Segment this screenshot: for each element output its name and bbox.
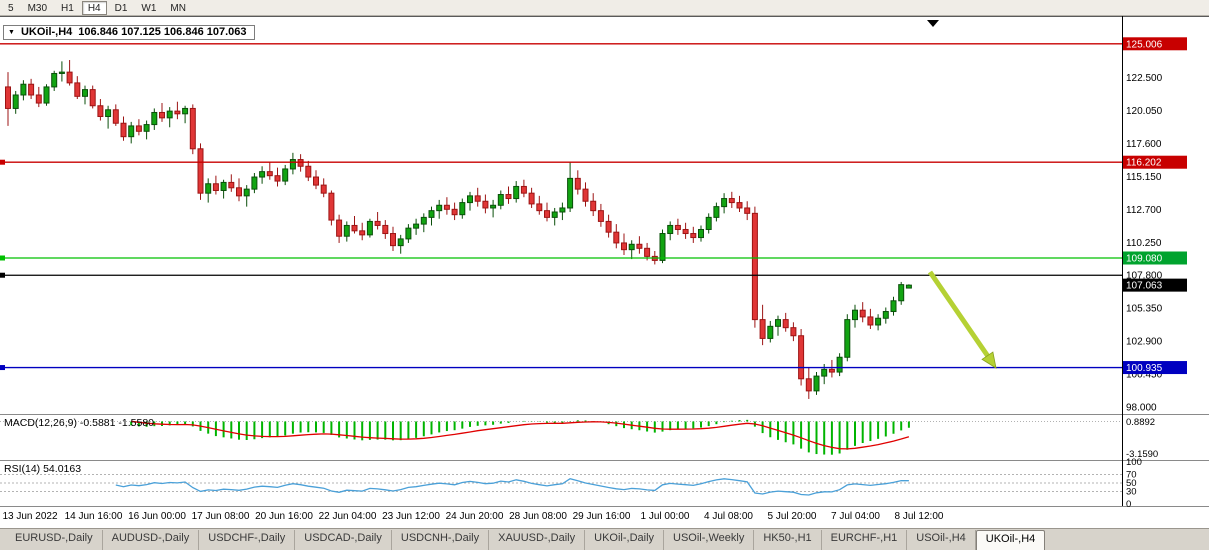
svg-text:122.500: 122.500	[1126, 73, 1163, 84]
chart-tab-usdchf-daily[interactable]: USDCHF-,Daily	[199, 530, 296, 550]
svg-text:102.900: 102.900	[1126, 337, 1163, 348]
chart-tab-xauusd-daily[interactable]: XAUUSD-,Daily	[489, 530, 586, 550]
panel-borders	[0, 16, 1209, 507]
svg-text:116.202: 116.202	[1126, 158, 1162, 169]
svg-text:MACD(12,26,9) -0.5881 -1.5580: MACD(12,26,9) -0.5881 -1.5580	[4, 417, 154, 429]
svg-text:0.8892: 0.8892	[1126, 417, 1155, 428]
timeframe-button-m30[interactable]: M30	[27, 2, 48, 14]
rsi-panel: RSI(14) 54.0163	[0, 463, 1122, 496]
chart-tab-eurusd-daily[interactable]: EURUSD-,Daily	[6, 530, 103, 550]
svg-text:20 Jun 16:00: 20 Jun 16:00	[255, 511, 313, 522]
svg-text:0: 0	[1126, 499, 1131, 510]
svg-text:29 Jun 16:00: 29 Jun 16:00	[573, 511, 631, 522]
svg-text:1 Jul 00:00: 1 Jul 00:00	[641, 511, 690, 522]
svg-text:22 Jun 04:00: 22 Jun 04:00	[319, 511, 377, 522]
chart-ohlc-values: 106.846 107.125 106.846 107.063	[78, 26, 247, 38]
svg-text:100.450: 100.450	[1126, 370, 1163, 381]
svg-text:105.350: 105.350	[1126, 304, 1163, 315]
svg-text:4 Jul 08:00: 4 Jul 08:00	[704, 511, 753, 522]
svg-text:125.006: 125.006	[1126, 39, 1163, 50]
svg-text:107.063: 107.063	[1126, 281, 1163, 292]
chart-symbol-label: UKOil-,H4	[20, 26, 73, 38]
svg-text:23 Jun 12:00: 23 Jun 12:00	[382, 511, 440, 522]
svg-text:14 Jun 16:00: 14 Jun 16:00	[65, 511, 123, 522]
chart-tab-eurchf-h1[interactable]: EURCHF-,H1	[822, 530, 908, 550]
svg-text:50: 50	[1126, 478, 1137, 489]
svg-text:100.935: 100.935	[1126, 363, 1163, 374]
svg-text:100: 100	[1126, 457, 1142, 468]
chart-tab-usoil-weekly[interactable]: USOil-,Weekly	[664, 530, 755, 550]
svg-text:120.050: 120.050	[1126, 106, 1163, 117]
svg-text:8 Jul 12:00: 8 Jul 12:00	[895, 511, 944, 522]
svg-text:7 Jul 04:00: 7 Jul 04:00	[831, 511, 880, 522]
timeframe-button-w1[interactable]: W1	[141, 2, 157, 14]
chart-area[interactable]: MACD(12,26,9) -0.5881 -1.5580 RSI(14) 54.…	[0, 16, 1209, 528]
time-axis[interactable]: 13 Jun 2022 14 Jun 16:00 16 Jun 00:00 17 Ju…	[2, 511, 943, 522]
timeframe-button-mn[interactable]: MN	[170, 2, 186, 14]
price-axis[interactable]: 122.500 120.050 117.600 115.150 112.700 110.2…	[1123, 37, 1187, 510]
chart-canvas[interactable]: MACD(12,26,9) -0.5881 -1.5580 RSI(14) 54.…	[0, 16, 1209, 528]
timeframe-button-h1[interactable]: H1	[61, 2, 74, 14]
svg-text:30: 30	[1126, 486, 1137, 497]
svg-text:24 Jun 20:00: 24 Jun 20:00	[446, 511, 504, 522]
timeframe-button-d1[interactable]: D1	[114, 2, 128, 14]
chart-tab-ukoil-daily[interactable]: UKOil-,Daily	[585, 530, 665, 550]
svg-text:-3.1590: -3.1590	[1126, 449, 1158, 460]
svg-text:98.000: 98.000	[1126, 403, 1157, 414]
svg-text:109.080: 109.080	[1126, 254, 1163, 265]
scroll-anchor-icon[interactable]	[927, 20, 939, 27]
chart-tabs-bar: EURUSD-,Daily AUDUSD-,Daily USDCHF-,Daily U…	[0, 528, 1209, 550]
svg-text:112.700: 112.700	[1126, 205, 1162, 216]
svg-text:17 Jun 08:00: 17 Jun 08:00	[192, 511, 250, 522]
svg-text:107.800: 107.800	[1126, 271, 1163, 282]
svg-text:13 Jun 2022: 13 Jun 2022	[2, 511, 57, 522]
horizontal-lines-layer[interactable]	[0, 43, 1122, 371]
macd-panel: MACD(12,26,9) -0.5881 -1.5580	[0, 417, 1122, 455]
timeframe-button-h4[interactable]: H4	[81, 0, 107, 15]
svg-text:110.250: 110.250	[1126, 238, 1162, 249]
chart-tab-usoil-h4[interactable]: USOil-,H4	[907, 530, 976, 550]
chart-tab-hk50-h1[interactable]: HK50-,H1	[754, 530, 822, 550]
chart-tab-audusd-daily[interactable]: AUDUSD-,Daily	[103, 530, 200, 550]
chart-tab-ukoil-h4[interactable]: UKOil-,H4	[975, 530, 1046, 550]
svg-text:117.600: 117.600	[1126, 139, 1162, 150]
svg-text:5 Jul 20:00: 5 Jul 20:00	[768, 511, 817, 522]
svg-text:28 Jun 08:00: 28 Jun 08:00	[509, 511, 567, 522]
symbol-dropdown-icon[interactable]: ▼	[8, 29, 15, 36]
candles-layer	[5, 60, 912, 399]
trend-arrow-object[interactable]	[927, 270, 997, 369]
svg-text:16 Jun 00:00: 16 Jun 00:00	[128, 511, 186, 522]
chart-tab-usdcad-daily[interactable]: USDCAD-,Daily	[295, 530, 392, 550]
timeframe-button-5[interactable]: 5	[8, 2, 14, 14]
svg-text:115.150: 115.150	[1126, 172, 1162, 183]
svg-text:70: 70	[1126, 470, 1137, 481]
svg-text:RSI(14) 54.0163: RSI(14) 54.0163	[4, 463, 81, 475]
timeframe-toolbar: 5 M30 H1 H4 D1 W1 MN	[0, 0, 1209, 16]
chart-title-box: ▼ UKOil-,H4 106.846 107.125 106.846 107.…	[3, 25, 255, 40]
chart-tab-usdcnh-daily[interactable]: USDCNH-,Daily	[392, 530, 490, 550]
